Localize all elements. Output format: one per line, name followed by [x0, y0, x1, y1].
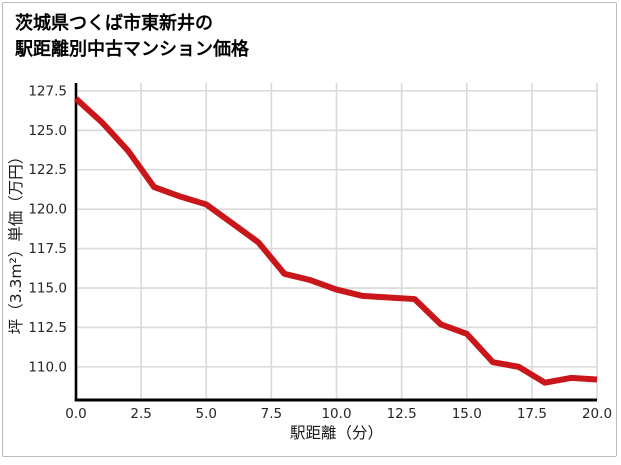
y-tick-label: 110.0: [28, 359, 67, 375]
y-tick-label: 122.5: [28, 162, 67, 178]
price-line-series: [73, 96, 598, 386]
x-tick-label: 7.5: [261, 406, 282, 422]
x-tick-label: 0.0: [65, 406, 86, 422]
x-axis-label: 駅距離（分）: [290, 424, 383, 442]
x-tick-label: 12.5: [387, 406, 417, 422]
chart-title-line2: 駅距離別中古マンション価格: [15, 39, 249, 60]
x-tick-label: 2.5: [130, 406, 151, 422]
x-tick-label: 15.0: [452, 406, 482, 422]
y-tick-label: 112.5: [28, 320, 67, 336]
x-tick-label: 20.0: [582, 406, 612, 422]
x-tick-label: 5.0: [196, 406, 217, 422]
figure-frame: 茨城県つくば市東新井の駅距離別中古マンション価格: [2, 2, 617, 457]
y-tick-label: 117.5: [28, 241, 67, 257]
chart-title-line1: 茨城県つくば市東新井の: [15, 13, 213, 34]
y-tick-label: 115.0: [28, 281, 67, 297]
y-axis-label: 坪（3.3m²）単価（万円）: [7, 149, 25, 334]
y-tick-label: 127.5: [28, 83, 67, 99]
x-tick-label: 17.5: [517, 406, 547, 422]
y-tick-label: 120.0: [28, 202, 67, 218]
chart-title: 茨城県つくば市東新井の駅距離別中古マンション価格: [15, 11, 249, 63]
x-tick-label: 10.0: [321, 406, 351, 422]
y-tick-label: 125.0: [28, 123, 67, 139]
